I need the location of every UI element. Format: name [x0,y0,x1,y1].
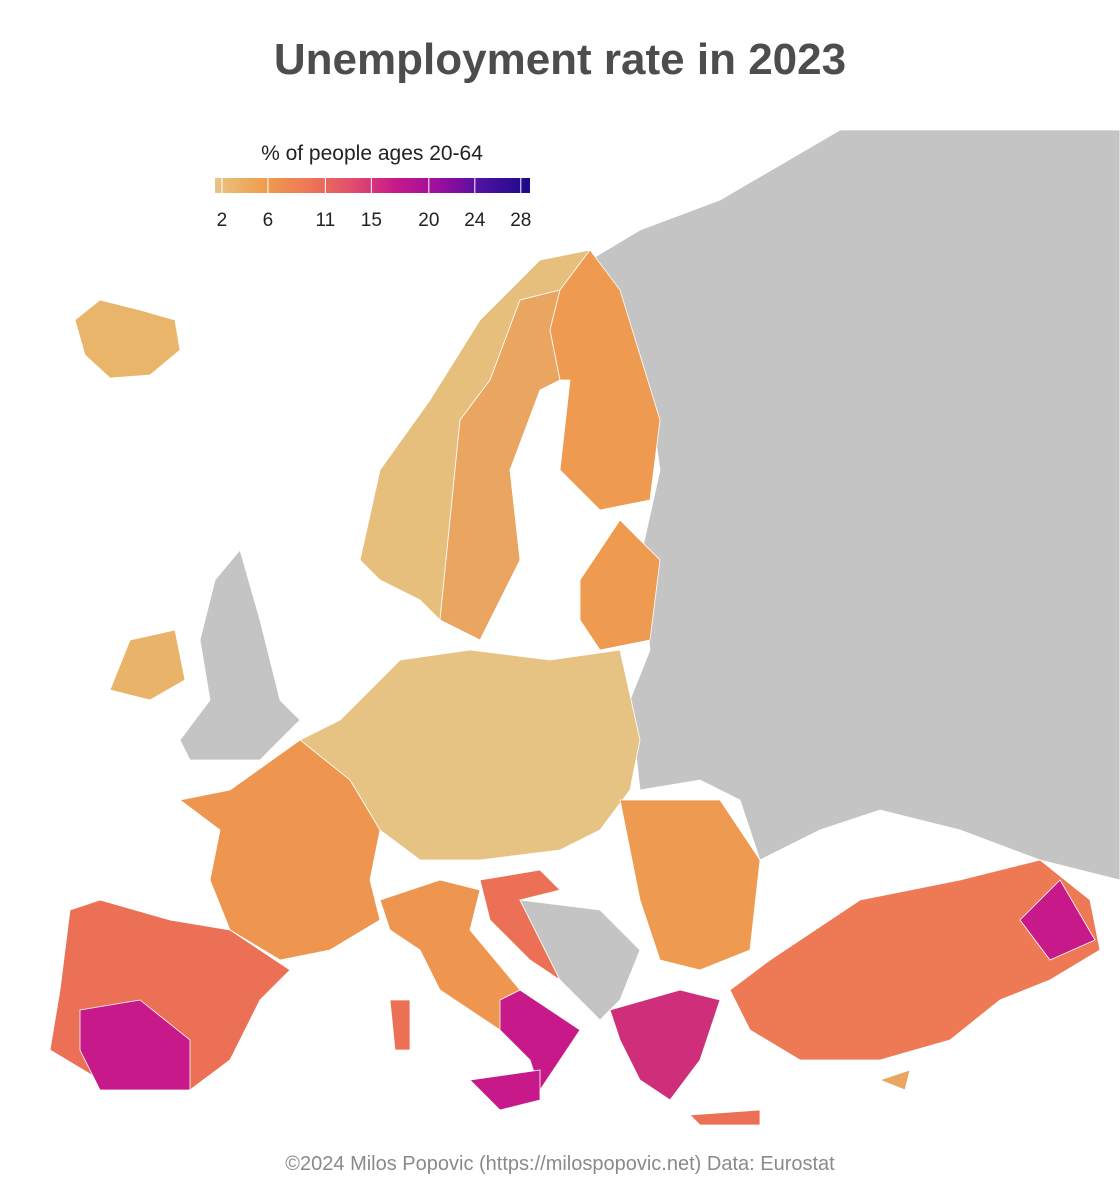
legend-ticks: 2 6 11 15 20 24 28 [217,178,531,231]
finland [549,249,661,511]
uk [179,549,301,761]
legend-tick-label: 11 [315,210,335,231]
legend-tick-label: 20 [418,210,439,231]
legend-title: % of people ages 20-64 [261,142,483,165]
title: Unemployment rate in 2023 [274,35,846,84]
romania-bulgaria [619,799,761,971]
central-europe [299,649,641,861]
cyprus [878,1069,911,1091]
france [179,739,381,961]
sicily [469,1069,541,1111]
balkans [519,899,641,1021]
non-eu-land [589,129,1120,881]
south-italy [499,989,581,1091]
baltics [579,519,661,651]
color-bar [215,178,530,193]
ireland [109,629,186,701]
iceland [74,299,181,379]
map [49,129,1120,1126]
andalusia [79,999,191,1091]
legend-tick-label: 28 [510,210,531,231]
east-turkey [1019,879,1096,961]
crete [689,1109,761,1126]
legend-tick-label: 15 [361,210,382,231]
turkey [729,859,1101,1061]
legend-tick-label: 2 [217,210,228,231]
legend-tick-label: 24 [464,210,486,231]
legend-tick-label: 6 [263,210,274,231]
caption: ©2024 Milos Popovic (https://milospopovi… [285,1153,835,1175]
sardinia [389,999,411,1051]
greece [609,989,721,1101]
